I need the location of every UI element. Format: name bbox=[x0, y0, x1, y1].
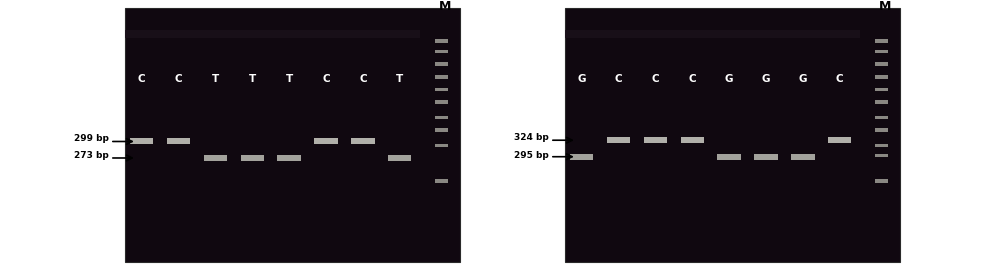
Text: G: G bbox=[725, 74, 733, 84]
Bar bbox=[875, 179, 888, 183]
Text: M: M bbox=[438, 0, 451, 13]
Bar bbox=[565, 8, 900, 262]
Bar bbox=[435, 128, 448, 132]
Text: C: C bbox=[322, 74, 330, 84]
Bar bbox=[754, 154, 778, 160]
Bar bbox=[435, 62, 448, 66]
Bar bbox=[435, 50, 448, 53]
Bar bbox=[717, 154, 741, 160]
Bar bbox=[875, 75, 888, 79]
Bar bbox=[435, 144, 448, 147]
Bar bbox=[435, 179, 448, 183]
Bar bbox=[681, 137, 704, 143]
Bar bbox=[241, 155, 264, 161]
Text: C: C bbox=[688, 74, 696, 84]
Text: T: T bbox=[249, 74, 256, 84]
Bar bbox=[875, 115, 888, 119]
Text: C: C bbox=[359, 74, 367, 84]
Text: M: M bbox=[878, 0, 891, 13]
Text: T: T bbox=[212, 74, 219, 84]
Bar bbox=[828, 137, 851, 143]
Bar bbox=[875, 62, 888, 66]
Text: 273 bp: 273 bp bbox=[74, 152, 109, 161]
Bar bbox=[314, 138, 338, 144]
Text: 324 bp: 324 bp bbox=[514, 133, 549, 142]
Text: C: C bbox=[836, 74, 844, 84]
Text: T: T bbox=[286, 74, 293, 84]
Bar bbox=[565, 31, 860, 38]
Bar bbox=[875, 154, 888, 157]
Bar bbox=[125, 8, 460, 262]
Text: C: C bbox=[615, 74, 622, 84]
Bar bbox=[277, 155, 301, 161]
Text: G: G bbox=[762, 74, 770, 84]
Bar bbox=[125, 31, 420, 38]
Bar bbox=[875, 100, 888, 104]
Bar bbox=[570, 154, 593, 160]
Bar bbox=[167, 138, 190, 144]
Text: 299 bp: 299 bp bbox=[74, 134, 109, 143]
Bar bbox=[607, 137, 630, 143]
Bar bbox=[435, 75, 448, 79]
Bar bbox=[875, 144, 888, 147]
Text: C: C bbox=[652, 74, 659, 84]
Bar bbox=[875, 50, 888, 53]
Text: C: C bbox=[138, 74, 146, 84]
Bar bbox=[644, 137, 667, 143]
Text: C: C bbox=[175, 74, 182, 84]
Text: G: G bbox=[799, 74, 807, 84]
Text: T: T bbox=[396, 74, 403, 84]
Bar bbox=[388, 155, 411, 161]
Bar bbox=[351, 138, 375, 144]
Bar bbox=[435, 115, 448, 119]
Text: 295 bp: 295 bp bbox=[514, 151, 549, 160]
Bar bbox=[875, 128, 888, 132]
Bar bbox=[435, 88, 448, 91]
Bar bbox=[875, 88, 888, 91]
Bar bbox=[435, 39, 448, 43]
Text: G: G bbox=[578, 74, 586, 84]
Bar bbox=[204, 155, 227, 161]
Bar bbox=[875, 39, 888, 43]
Bar bbox=[791, 154, 815, 160]
Bar bbox=[435, 100, 448, 104]
Bar bbox=[130, 138, 153, 144]
